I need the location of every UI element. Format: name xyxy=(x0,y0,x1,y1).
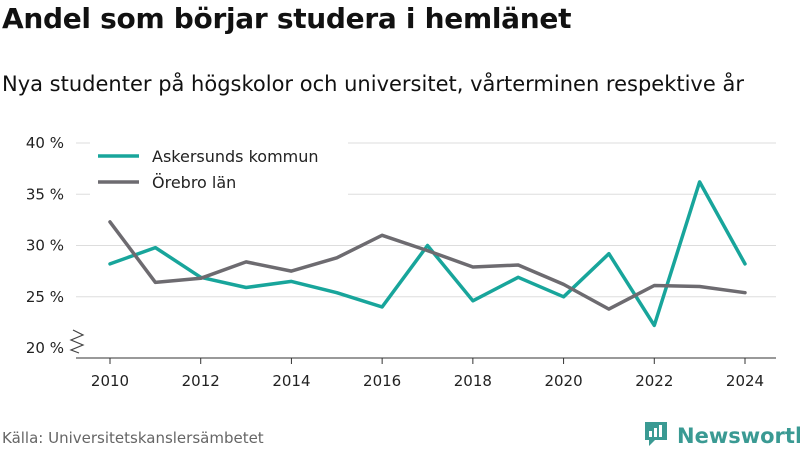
brand-name: Newsworthy xyxy=(677,424,800,448)
x-tick-label: 2014 xyxy=(272,372,310,390)
line-chart: 20 %25 %30 %35 %40 % 2010 2012 2014 2016 201… xyxy=(26,134,776,390)
legend-background xyxy=(90,140,348,196)
series-line-orebro xyxy=(108,220,747,311)
x-tick-label: 2020 xyxy=(544,372,582,390)
legend: Askersunds kommun Örebro län xyxy=(90,140,348,196)
y-tick-label: 25 % xyxy=(26,288,64,306)
y-tick-label: 30 % xyxy=(26,237,64,255)
y-axis: 20 % 25 % 30 % 35 % 40 % xyxy=(26,134,85,357)
series-line-askersund xyxy=(108,180,747,328)
legend-label-askersund: Askersunds kommun xyxy=(152,147,319,166)
x-axis: 2010 2012 2014 2016 2018 2020 2022 2024 xyxy=(76,357,776,390)
y-tick-label: 35 % xyxy=(26,185,64,203)
x-tick-label: 2024 xyxy=(726,372,764,390)
legend-label-orebro: Örebro län xyxy=(152,173,236,192)
brand-logo[interactable]: Newsworthy xyxy=(643,420,800,452)
y-tick-label: 20 % xyxy=(26,339,64,357)
axis-break-icon xyxy=(69,329,85,354)
chart-title: Andel som börjar studera i hemlänet xyxy=(2,2,572,35)
x-tick-label: 2018 xyxy=(454,372,492,390)
newsworthy-logo-icon xyxy=(643,420,669,452)
x-tick-label: 2010 xyxy=(91,372,129,390)
x-tick-label: 2016 xyxy=(363,372,401,390)
y-tick-label: 40 % xyxy=(26,134,64,152)
x-tick-label: 2022 xyxy=(635,372,673,390)
source-note: Källa: Universitetskanslersämbetet xyxy=(2,429,264,447)
series-lines xyxy=(108,180,747,328)
chart-subtitle: Nya studenter på högskolor och universit… xyxy=(2,72,744,96)
x-tick-label: 2012 xyxy=(182,372,220,390)
